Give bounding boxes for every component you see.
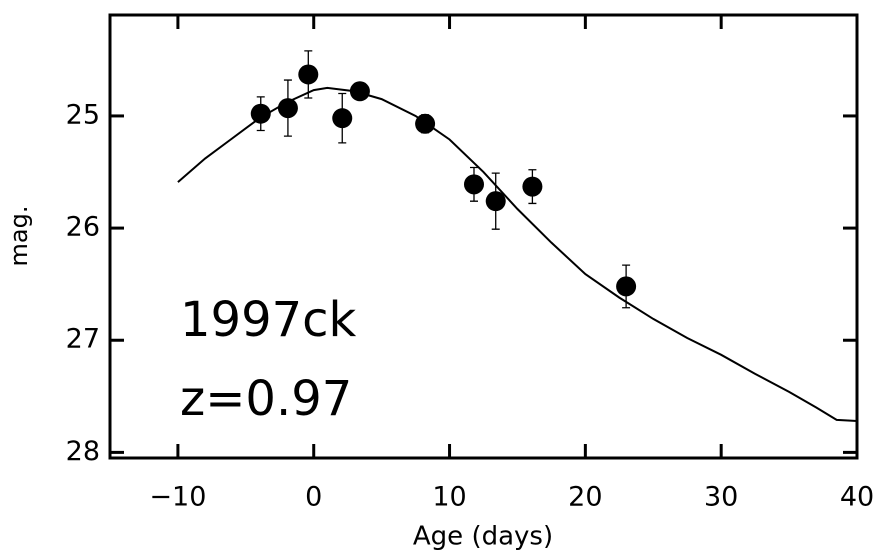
plot-frame [108,13,859,460]
data-point [463,174,484,195]
x-tick-label: 30 [704,482,738,513]
data-point [298,64,319,85]
y-tick-label: 27 [66,324,100,355]
x-tick-label: 20 [568,482,602,513]
data-point [616,276,637,297]
x-tick-label: 10 [432,482,466,513]
y-tick-label: 25 [66,99,100,130]
x-tick-label: 0 [305,482,322,513]
data-point [277,98,298,119]
x-axis-label: Age (days) [413,522,553,552]
annotation: z=0.97 [180,371,352,427]
annotation: 1997ck [180,292,357,348]
data-point [250,103,271,124]
data-point [485,191,506,212]
x-tick-label: 40 [840,482,874,513]
model-curve [177,86,858,422]
x-tick-label: −10 [149,482,206,513]
data-point [349,81,370,102]
y-tick-label: 28 [66,436,100,467]
data-point [332,108,353,129]
y-tick-label: 26 [66,212,100,243]
data-point [522,176,543,197]
y-axis-label: mag. [5,206,33,267]
